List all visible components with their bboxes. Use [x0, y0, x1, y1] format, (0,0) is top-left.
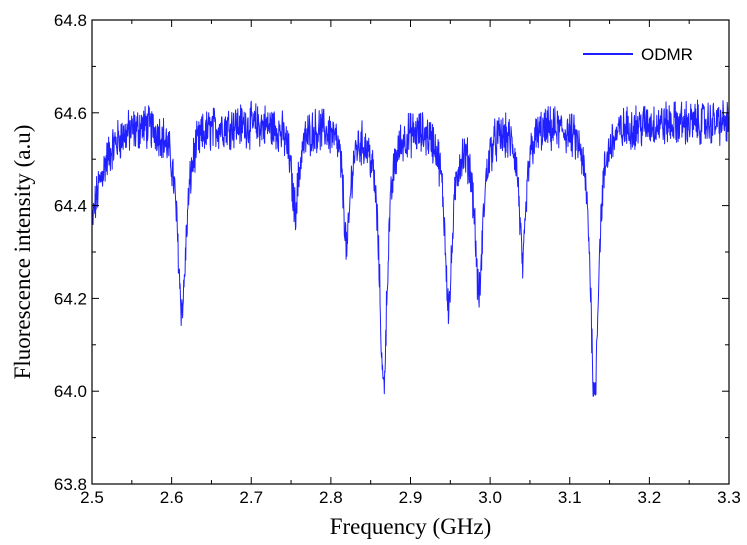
legend-label-odmr: ODMR [641, 45, 693, 64]
legend: ODMR [583, 45, 693, 64]
x-tick-label: 3.2 [638, 488, 662, 507]
x-tick-label: 2.8 [319, 488, 343, 507]
x-tick-label: 2.7 [239, 488, 263, 507]
x-axis-title: Frequency (GHz) [330, 514, 492, 539]
x-tick-label: 3.0 [478, 488, 502, 507]
y-axis-title: Fluorescence intensity (a.u) [10, 125, 35, 380]
x-tick-label: 3.3 [717, 488, 741, 507]
data-layer [91, 99, 730, 397]
y-tick-label: 64.0 [54, 382, 87, 401]
y-tick-label: 64.6 [54, 104, 87, 123]
x-tick-label: 3.1 [558, 488, 582, 507]
axis-ticks: 2.5 2.6 2.7 2.8 2.9 3.0 3.1 3.2 3.3 63.8 64.0 64.2 6… [54, 11, 741, 507]
y-tick-label: 63.8 [54, 475, 87, 494]
y-tick-label: 64.4 [54, 197, 87, 216]
y-tick-label: 64.8 [54, 11, 87, 30]
y-tick-label: 64.2 [54, 289, 87, 308]
series-line-odmr [91, 99, 730, 397]
plot-area-frame [91, 19, 730, 485]
x-tick-label: 2.6 [160, 488, 184, 507]
x-tick-label: 2.9 [399, 488, 423, 507]
x-tick-label: 2.5 [80, 488, 104, 507]
